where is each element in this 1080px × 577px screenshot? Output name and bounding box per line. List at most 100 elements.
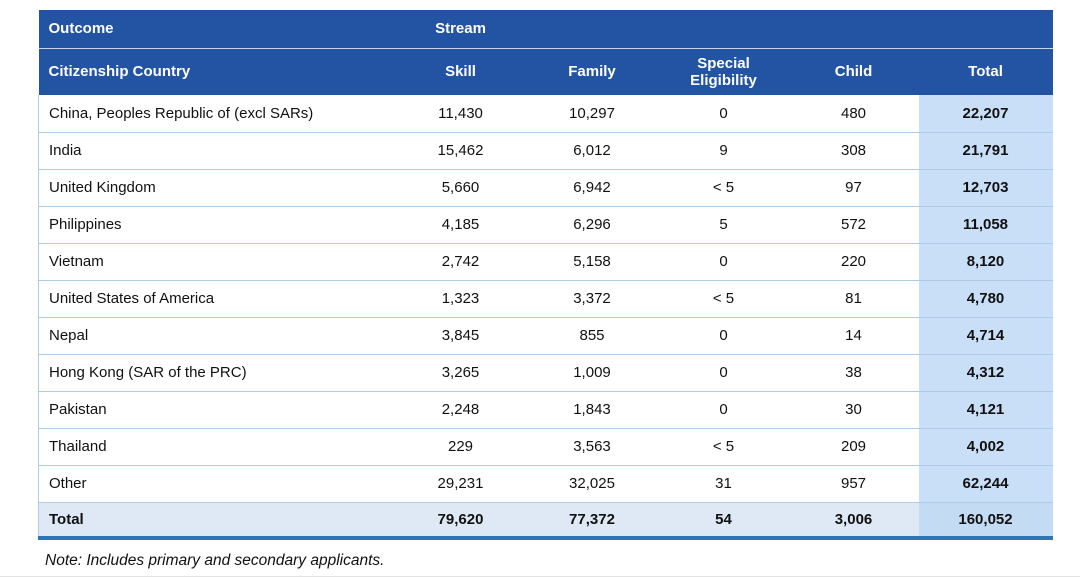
special-eligibility-cell: 9 (658, 131, 789, 169)
header-spacer (525, 10, 659, 49)
family-cell: 10,297 (525, 95, 659, 132)
table-row: Vietnam 2,742 5,158 0 220 8,120 (38, 242, 1053, 280)
child-cell: 572 (788, 205, 919, 243)
col-header-citizenship-country: Citizenship Country (38, 48, 396, 95)
table-row: United Kingdom 5,660 6,942 < 5 97 12,703 (38, 168, 1053, 206)
total-row: Total 79,620 77,372 54 3,006 160,052 (38, 501, 1053, 540)
family-cell: 6,296 (525, 205, 659, 243)
skill-cell: 5,660 (395, 168, 526, 206)
header-spacer (658, 10, 789, 49)
skill-cell: 29,231 (395, 464, 526, 502)
country-cell: Hong Kong (SAR of the PRC) (38, 353, 396, 391)
child-cell: 957 (788, 464, 919, 502)
total-row-child: 3,006 (788, 501, 919, 540)
total-cell: 4,714 (918, 316, 1053, 354)
family-cell: 3,563 (525, 427, 659, 465)
skill-cell: 11,430 (395, 95, 526, 132)
special-eligibility-cell: 0 (658, 353, 789, 391)
special-eligibility-cell: 31 (658, 464, 789, 502)
skill-cell: 3,845 (395, 316, 526, 354)
col-header-special-eligibility: Special Eligibility (658, 48, 789, 95)
total-cell: 22,207 (918, 95, 1053, 132)
country-cell: Philippines (38, 205, 396, 243)
skill-cell: 229 (395, 427, 526, 465)
column-header-row: Citizenship Country Skill Family Special… (38, 48, 1053, 95)
country-cell: Nepal (38, 316, 396, 354)
total-row-skill: 79,620 (395, 501, 526, 540)
special-eligibility-cell: 0 (658, 95, 789, 132)
group-header-row: Outcome Stream (38, 10, 1053, 49)
child-cell: 480 (788, 95, 919, 132)
country-cell: Thailand (38, 427, 396, 465)
header-spacer (788, 10, 919, 49)
total-cell: 62,244 (918, 464, 1053, 502)
data-table: Outcome Stream Citizenship Country Skill… (38, 10, 1053, 540)
child-cell: 209 (788, 427, 919, 465)
total-row-family: 77,372 (525, 501, 659, 540)
skill-cell: 4,185 (395, 205, 526, 243)
total-cell: 4,780 (918, 279, 1053, 317)
country-cell: Pakistan (38, 390, 396, 428)
col-header-family: Family (525, 48, 659, 95)
child-cell: 308 (788, 131, 919, 169)
table-row: China, Peoples Republic of (excl SARs) 1… (38, 95, 1053, 132)
total-cell: 21,791 (918, 131, 1053, 169)
child-cell: 38 (788, 353, 919, 391)
child-cell: 97 (788, 168, 919, 206)
child-cell: 14 (788, 316, 919, 354)
family-cell: 6,942 (525, 168, 659, 206)
col-header-child: Child (788, 48, 919, 95)
special-eligibility-cell: < 5 (658, 427, 789, 465)
header-stream: Stream (395, 10, 526, 49)
country-cell: United States of America (38, 279, 396, 317)
special-eligibility-cell: 0 (658, 316, 789, 354)
family-cell: 1,009 (525, 353, 659, 391)
special-eligibility-cell: < 5 (658, 279, 789, 317)
total-row-grand-total: 160,052 (918, 501, 1053, 540)
total-cell: 4,312 (918, 353, 1053, 391)
child-cell: 81 (788, 279, 919, 317)
outcome-by-stream-table: Outcome Stream Citizenship Country Skill… (38, 10, 1053, 540)
country-cell: India (38, 131, 396, 169)
family-cell: 1,843 (525, 390, 659, 428)
table-row: Thailand 229 3,563 < 5 209 4,002 (38, 427, 1053, 465)
total-cell: 11,058 (918, 205, 1053, 243)
table-header: Outcome Stream Citizenship Country Skill… (38, 10, 1053, 95)
special-eligibility-cell: 0 (658, 242, 789, 280)
total-cell: 4,002 (918, 427, 1053, 465)
special-eligibility-cell: 5 (658, 205, 789, 243)
skill-cell: 15,462 (395, 131, 526, 169)
country-cell: China, Peoples Republic of (excl SARs) (38, 95, 396, 132)
footnote: Note: Includes primary and secondary app… (45, 552, 385, 569)
table-row: Philippines 4,185 6,296 5 572 11,058 (38, 205, 1053, 243)
header-outcome: Outcome (38, 10, 396, 49)
country-cell: Other (38, 464, 396, 502)
skill-cell: 2,742 (395, 242, 526, 280)
total-cell: 4,121 (918, 390, 1053, 428)
table-row: Pakistan 2,248 1,843 0 30 4,121 (38, 390, 1053, 428)
table-row: Other 29,231 32,025 31 957 62,244 (38, 464, 1053, 502)
total-cell: 8,120 (918, 242, 1053, 280)
total-cell: 12,703 (918, 168, 1053, 206)
child-cell: 220 (788, 242, 919, 280)
country-cell: United Kingdom (38, 168, 396, 206)
table-row: Hong Kong (SAR of the PRC) 3,265 1,009 0… (38, 353, 1053, 391)
skill-cell: 2,248 (395, 390, 526, 428)
family-cell: 5,158 (525, 242, 659, 280)
child-cell: 30 (788, 390, 919, 428)
table-row: India 15,462 6,012 9 308 21,791 (38, 131, 1053, 169)
table-footer: Total 79,620 77,372 54 3,006 160,052 (38, 501, 1053, 540)
table-row: Nepal 3,845 855 0 14 4,714 (38, 316, 1053, 354)
total-row-special-eligibility: 54 (658, 501, 789, 540)
skill-cell: 3,265 (395, 353, 526, 391)
special-eligibility-cell: 0 (658, 390, 789, 428)
col-header-total: Total (918, 48, 1053, 95)
skill-cell: 1,323 (395, 279, 526, 317)
table-body: China, Peoples Republic of (excl SARs) 1… (38, 95, 1053, 502)
table-row: United States of America 1,323 3,372 < 5… (38, 279, 1053, 317)
special-eligibility-cell: < 5 (658, 168, 789, 206)
family-cell: 6,012 (525, 131, 659, 169)
col-header-skill: Skill (395, 48, 526, 95)
family-cell: 3,372 (525, 279, 659, 317)
family-cell: 855 (525, 316, 659, 354)
